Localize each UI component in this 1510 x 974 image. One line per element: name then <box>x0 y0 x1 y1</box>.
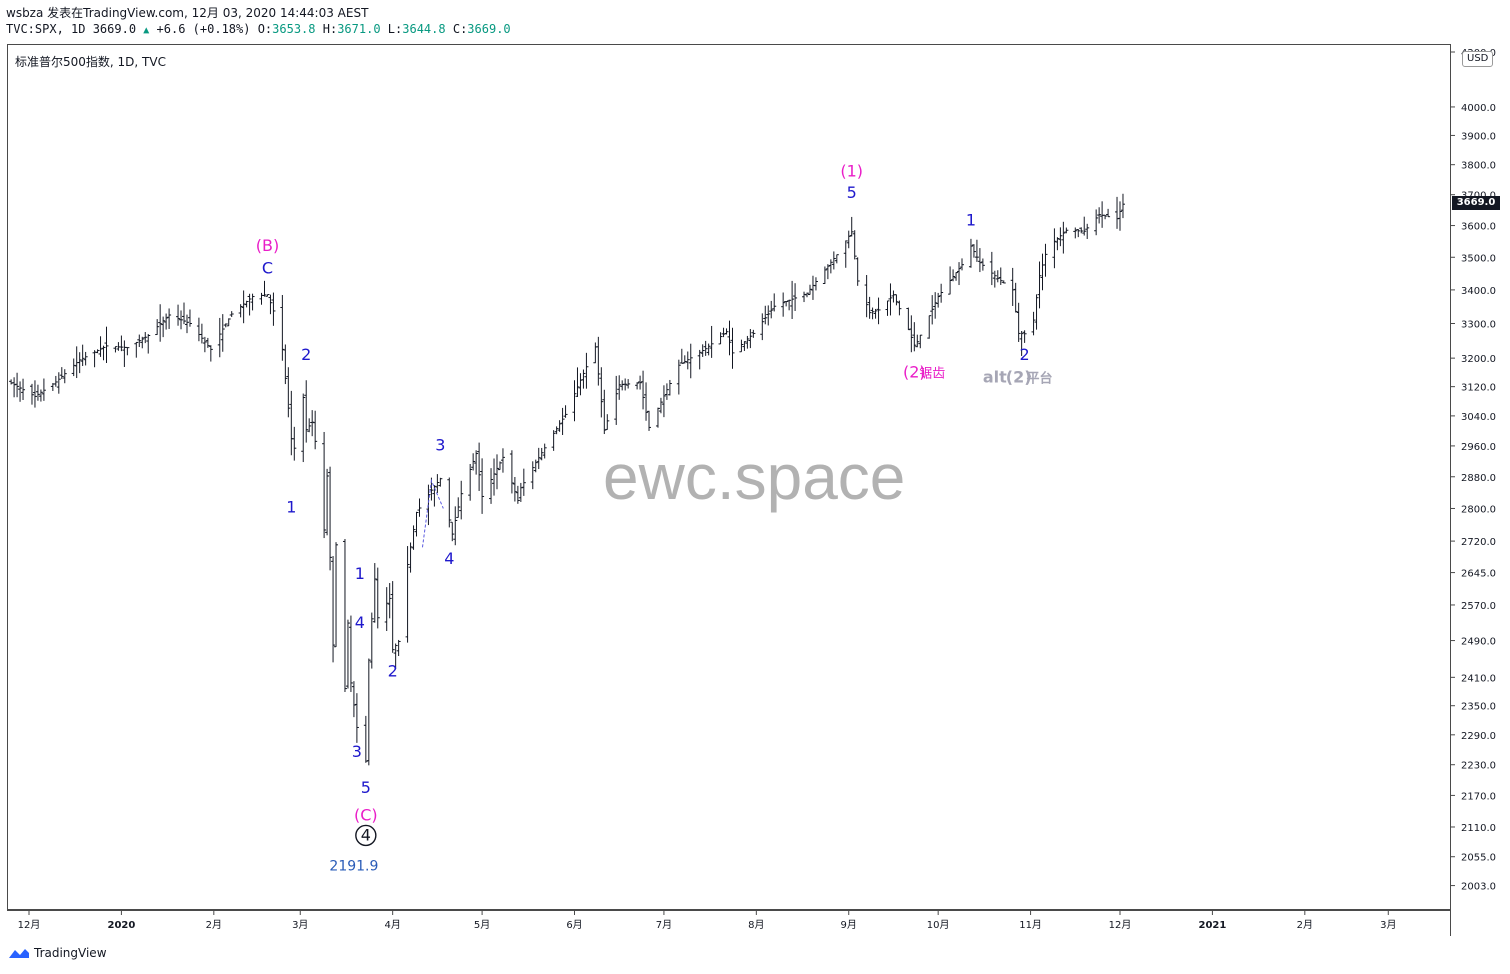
wave-label-alt-two-prefix: alt <box>983 367 1007 386</box>
currency-button[interactable]: USD <box>1462 51 1494 67</box>
price-tick-label: 2350.0 <box>1461 702 1496 713</box>
time-tick-label: 2021 <box>1198 920 1226 931</box>
price-tick-label: 3120.0 <box>1461 383 1496 394</box>
time-tick-label: 6月 <box>566 919 582 931</box>
wave-label-C-low: (C) <box>354 806 378 825</box>
wave-label-one-top: (1) <box>840 162 863 181</box>
price-tick-label: 3040.0 <box>1461 412 1496 423</box>
tradingview-logo-icon <box>9 949 29 958</box>
time-tick-label: 2月 <box>206 919 222 931</box>
price-tick-label: 4000.0 <box>1461 103 1496 114</box>
chart-pane[interactable] <box>7 44 1450 910</box>
time-tick-label: 2020 <box>107 920 135 931</box>
wave-label-circled-4: 4 <box>361 825 371 844</box>
circled-4-icon <box>355 824 377 847</box>
price-tick-label: 2960.0 <box>1461 442 1496 453</box>
price-tick-label: 2003.0 <box>1461 882 1496 893</box>
wave-label-w1-oct: 1 <box>966 211 976 230</box>
low-label: L: <box>387 22 403 36</box>
wave-label-C-top: C <box>262 258 273 277</box>
brand-name: TradingView <box>34 946 107 960</box>
time-tick-label: 10月 <box>927 919 950 931</box>
wave-label-w2-up: 2 <box>388 661 398 680</box>
time-tick-label: 5月 <box>474 919 490 931</box>
up-arrow-icon: ▲ <box>143 25 150 36</box>
price-tick-label: 2110.0 <box>1461 823 1496 834</box>
wave-trendline <box>421 478 444 548</box>
wave-label-alt-two-note: 平台 <box>1027 370 1053 386</box>
price-tick-label: 2490.0 <box>1461 637 1496 648</box>
wave-label-w3-down: 3 <box>352 742 362 761</box>
close-value: 3669.0 <box>467 22 511 36</box>
time-tick-label: 4月 <box>384 919 400 931</box>
price-tick-label: 2880.0 <box>1461 473 1496 484</box>
wave-label-w3-up: 3 <box>435 435 445 454</box>
price-tick-label: 2055.0 <box>1461 853 1496 864</box>
wave-label-w2-down: 2 <box>301 345 311 364</box>
price-tick-label: 2410.0 <box>1461 673 1496 684</box>
time-axis-border <box>7 910 1450 911</box>
wave-label-w5-down: 5 <box>361 778 371 797</box>
watermark: ewc.space <box>603 441 906 513</box>
price-tick-label: 2290.0 <box>1461 731 1496 742</box>
wave-label-alt-two: (2) <box>1006 367 1032 386</box>
last-price-label: 3669.0 <box>1452 196 1500 210</box>
close-label: C: <box>452 22 468 36</box>
time-tick-label: 8月 <box>748 919 764 931</box>
price-tick-label: 2645.0 <box>1461 569 1496 580</box>
wave-label-w2-oct: 2 <box>1020 345 1030 364</box>
chart-title: 标准普尔500指数, 1D, TVC <box>15 55 166 69</box>
price-tick-label: 2230.0 <box>1461 761 1496 772</box>
time-tick-label: 3月 <box>292 919 308 931</box>
price-tick-label: 3500.0 <box>1461 253 1496 264</box>
wave-label-five-top: 5 <box>847 183 857 202</box>
price-tick-label: 2570.0 <box>1461 601 1496 612</box>
wave-label-w4-down: 4 <box>355 613 365 632</box>
time-tick-label: 11月 <box>1019 919 1042 931</box>
time-tick-label: 2月 <box>1297 919 1313 931</box>
time-tick-label: 3月 <box>1380 919 1396 931</box>
time-tick-label: 7月 <box>656 919 672 931</box>
price-tick-label: 3600.0 <box>1461 222 1496 233</box>
time-tick-label: 12月 <box>18 919 41 931</box>
wave-label-w4-up: 4 <box>444 549 454 568</box>
tradingview-logo[interactable]: TradingView <box>8 946 107 960</box>
price-tick-label: 2170.0 <box>1461 791 1496 802</box>
symbol-info: TVC:SPX, 1D 3669.0 <box>6 22 137 36</box>
high-value: 3671.0 <box>337 22 381 36</box>
price-tick-label: 3300.0 <box>1461 320 1496 331</box>
wave-label-w1-up: 1 <box>355 564 365 583</box>
low-value: 3644.8 <box>402 22 446 36</box>
ohlc-legend: TVC:SPX, 1D 3669.0 ▲ +6.6 (+0.18%) O:365… <box>6 22 511 36</box>
price-tick-label: 3400.0 <box>1461 286 1496 297</box>
price-tick-label: 2800.0 <box>1461 504 1496 515</box>
price-tick-label: 2720.0 <box>1461 537 1496 548</box>
publish-info: wsbza 发表在TradingView.com, 12月 03, 2020 1… <box>6 6 369 20</box>
open-label: O: <box>257 22 273 36</box>
change-value: +6.6 (+0.18%) <box>156 22 251 36</box>
wave-label-w1-down: 1 <box>286 497 296 516</box>
price-tick-label: 3800.0 <box>1461 161 1496 172</box>
wave-label-two-saw-note: 锯齿 <box>919 367 945 382</box>
wave-label-two-saw: (2) <box>903 363 926 382</box>
wave-label-low-price: 2191.9 <box>329 858 378 874</box>
wave-label-B: (B) <box>256 236 279 255</box>
price-axis-border <box>1450 44 1451 936</box>
time-tick-label: 9月 <box>841 919 857 931</box>
price-tick-label: 3200.0 <box>1461 354 1496 365</box>
time-tick-label: 12月 <box>1109 919 1132 931</box>
price-tick-label: 3900.0 <box>1461 131 1496 142</box>
open-value: 3653.8 <box>272 22 316 36</box>
high-label: H: <box>322 22 338 36</box>
